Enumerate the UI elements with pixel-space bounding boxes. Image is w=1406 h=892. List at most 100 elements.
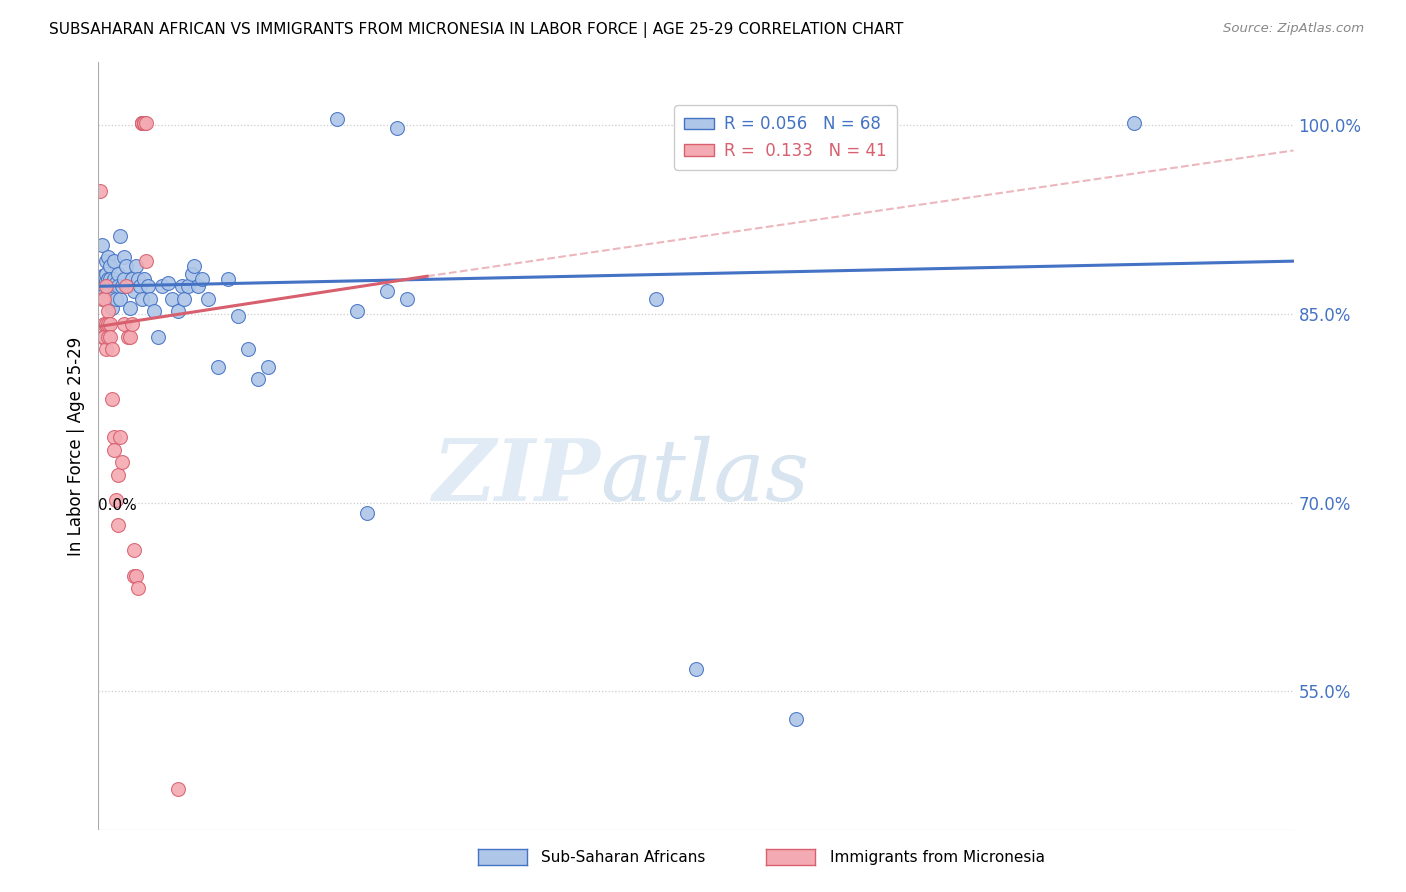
Point xyxy=(135,254,157,268)
Point xyxy=(134,116,156,130)
Text: ZIP: ZIP xyxy=(433,435,600,518)
Point xyxy=(96,342,118,356)
Point xyxy=(93,292,115,306)
Point xyxy=(124,543,146,558)
Point xyxy=(101,301,124,315)
Point xyxy=(143,304,166,318)
Point xyxy=(136,279,159,293)
Point xyxy=(356,506,378,520)
Point xyxy=(96,274,118,288)
Point xyxy=(111,455,134,469)
Point xyxy=(103,442,125,457)
Point xyxy=(117,329,139,343)
Point xyxy=(89,184,111,198)
Point xyxy=(177,279,200,293)
Point xyxy=(112,317,135,331)
Point xyxy=(183,259,205,273)
Point xyxy=(98,317,122,331)
Point xyxy=(105,493,128,508)
Point xyxy=(256,359,278,374)
Point xyxy=(96,254,118,268)
Point xyxy=(105,292,128,306)
Point xyxy=(124,285,146,299)
Point xyxy=(117,279,139,293)
Point xyxy=(197,292,219,306)
Text: Sub-Saharan Africans: Sub-Saharan Africans xyxy=(541,850,706,864)
Point xyxy=(93,288,115,302)
Point xyxy=(93,269,115,284)
Point xyxy=(125,259,148,273)
Point xyxy=(120,301,142,315)
Point xyxy=(97,317,120,331)
Point xyxy=(103,254,125,268)
Point xyxy=(101,276,124,290)
Point xyxy=(103,271,125,285)
Point xyxy=(96,317,118,331)
Point xyxy=(139,292,162,306)
Point xyxy=(124,568,146,582)
Point xyxy=(645,292,668,306)
Point xyxy=(110,292,132,306)
Point xyxy=(107,267,129,281)
Legend: R = 0.056   N = 68, R =  0.133   N = 41: R = 0.056 N = 68, R = 0.133 N = 41 xyxy=(675,105,897,169)
Point xyxy=(160,292,183,306)
Point xyxy=(115,279,138,293)
Point xyxy=(97,304,120,318)
Point xyxy=(173,292,195,306)
Point xyxy=(187,279,209,293)
Point xyxy=(148,329,170,343)
Point xyxy=(96,279,118,293)
Text: SUBSAHARAN AFRICAN VS IMMIGRANTS FROM MICRONESIA IN LABOR FORCE | AGE 25-29 CORR: SUBSAHARAN AFRICAN VS IMMIGRANTS FROM MI… xyxy=(49,22,904,38)
Point xyxy=(110,430,132,444)
Point xyxy=(236,342,259,356)
Point xyxy=(110,229,132,244)
Point xyxy=(1123,116,1146,130)
Point xyxy=(134,116,156,130)
Point xyxy=(167,304,190,318)
Point xyxy=(127,581,149,595)
Point xyxy=(93,317,115,331)
Point xyxy=(181,267,204,281)
Point xyxy=(107,467,129,482)
Point xyxy=(101,392,124,407)
Point xyxy=(217,271,239,285)
Point xyxy=(98,259,122,273)
Point xyxy=(89,276,111,290)
Point xyxy=(135,116,157,130)
Point xyxy=(97,329,120,343)
Point xyxy=(115,259,138,273)
Point xyxy=(105,276,128,290)
Point xyxy=(101,342,124,356)
Point xyxy=(127,271,149,285)
Point xyxy=(120,329,142,343)
Point xyxy=(326,112,349,126)
Point xyxy=(207,359,229,374)
Point xyxy=(98,329,122,343)
Point xyxy=(157,276,180,290)
Point xyxy=(226,310,249,324)
Point xyxy=(134,116,156,130)
Text: Source: ZipAtlas.com: Source: ZipAtlas.com xyxy=(1223,22,1364,36)
Point xyxy=(785,712,807,726)
Text: 0.0%: 0.0% xyxy=(98,498,138,513)
Point xyxy=(685,662,707,676)
Point xyxy=(111,279,134,293)
Point xyxy=(375,285,398,299)
Point xyxy=(98,271,122,285)
Point xyxy=(91,269,114,284)
Point xyxy=(246,372,269,386)
Point xyxy=(346,304,368,318)
Point xyxy=(129,279,152,293)
Point xyxy=(131,292,153,306)
Point xyxy=(121,271,143,285)
Point xyxy=(385,120,409,135)
Y-axis label: In Labor Force | Age 25-29: In Labor Force | Age 25-29 xyxy=(66,336,84,556)
Text: Immigrants from Micronesia: Immigrants from Micronesia xyxy=(830,850,1045,864)
Point xyxy=(191,271,214,285)
Point xyxy=(107,518,129,533)
Point xyxy=(112,251,135,265)
Point xyxy=(91,237,114,252)
Point xyxy=(97,271,120,285)
Point xyxy=(396,292,419,306)
Point xyxy=(96,267,118,281)
